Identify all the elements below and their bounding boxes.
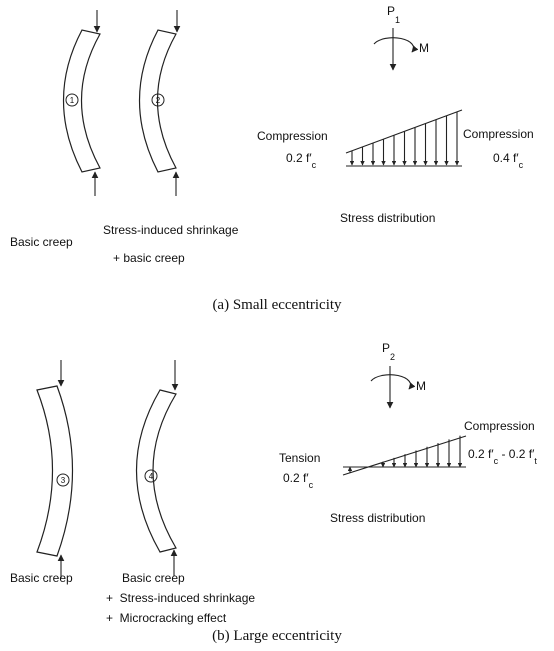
value-sub: c [519, 160, 524, 170]
right-value: 0.2 f′c - 0.2 f′t [468, 447, 537, 466]
value-sub: c [312, 160, 317, 170]
load-symbol: P1 [387, 4, 400, 25]
specimen-1: 1 [64, 10, 101, 196]
left-label: Compression [257, 129, 328, 143]
load-symbol: P2 [382, 341, 395, 362]
load-subscript: 1 [395, 15, 400, 25]
value-main: 0.2 f′ [286, 151, 312, 165]
value-main: 0.2 f′ [468, 447, 494, 461]
load-symbol: P [382, 341, 390, 355]
specimen-label: + Microcracking effect [106, 611, 227, 625]
specimen-label: Basic creep [122, 571, 185, 585]
stress-block-a [346, 110, 462, 166]
specimen-number: 1 [70, 96, 75, 105]
specimen-4: 4 [137, 360, 177, 576]
load-symbol: P [387, 4, 395, 18]
left-value: 0.2 f′c [283, 471, 314, 490]
moment-label: M [419, 41, 429, 55]
value-main: 0.4 f′ [493, 151, 519, 165]
specimen-label: + basic creep [113, 251, 185, 265]
specimen-3: 3 [37, 360, 73, 578]
left-label: Tension [279, 451, 320, 465]
value-sub: c [309, 480, 314, 490]
specimen-label: Stress-induced shrinkage [103, 223, 239, 237]
left-value: 0.2 f′c [286, 151, 317, 170]
specimen-2: 2 [140, 10, 178, 196]
moment-label: M [416, 379, 426, 393]
distribution-label: Stress distribution [330, 511, 425, 525]
value-main: - 0.2 f′ [498, 447, 535, 461]
specimen-number: 4 [149, 472, 154, 481]
specimen-number: 3 [61, 476, 66, 485]
specimen-number: 2 [156, 96, 161, 105]
figure: 1 2 Basic creep Stress-induced shrinkage… [0, 0, 554, 651]
right-label: Compression [464, 419, 535, 433]
caption: (a) Small eccentricity [212, 297, 342, 313]
specimen-label: Basic creep [10, 571, 73, 585]
specimen-label: Basic creep [10, 235, 73, 249]
stress-block-b [343, 436, 466, 475]
load-subscript: 2 [390, 352, 395, 362]
value-main: 0.2 f′ [283, 471, 309, 485]
specimen-label: + Stress-induced shrinkage [106, 591, 255, 605]
distribution-label: Stress distribution [340, 211, 435, 225]
caption: (b) Large eccentricity [212, 628, 342, 644]
right-label: Compression [463, 127, 534, 141]
right-value: 0.4 f′c [493, 151, 524, 170]
value-sub: t [534, 456, 537, 466]
